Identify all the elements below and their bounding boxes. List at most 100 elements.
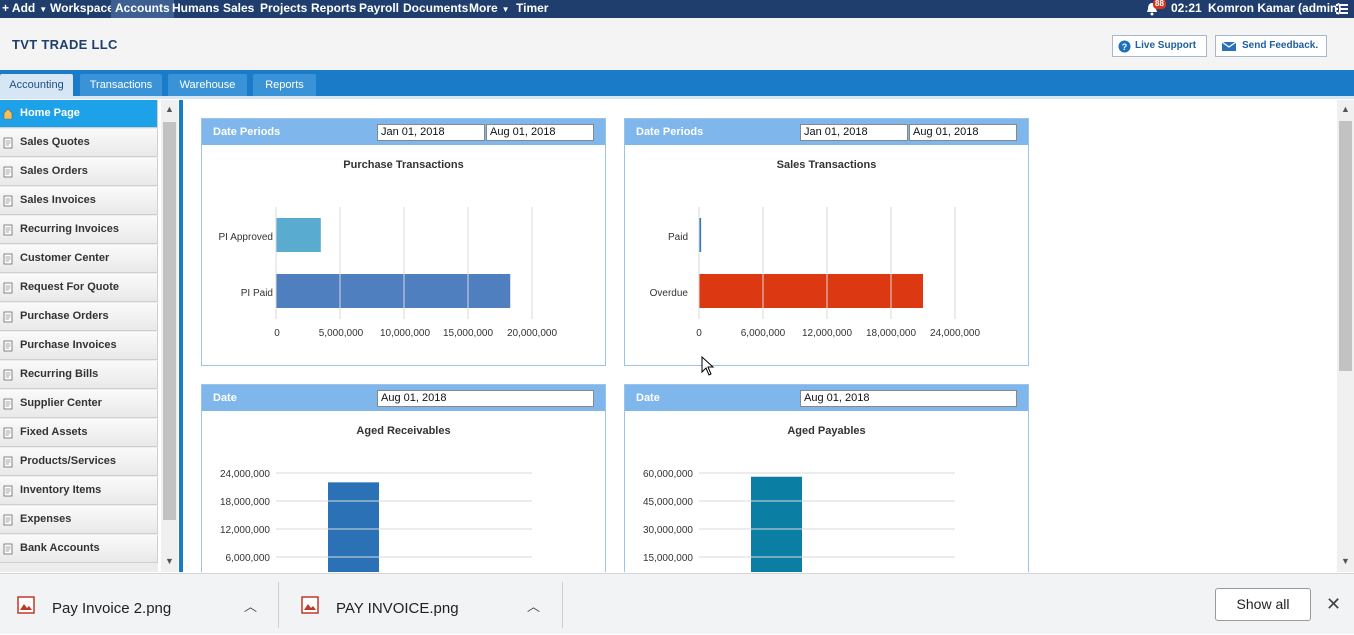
tick-label: 60,000,000 [643,469,693,480]
nav-more[interactable]: More ▼ [469,0,510,18]
document-icon [3,166,13,178]
chevron-up-icon[interactable]: ︿ [527,599,541,614]
tick-label: 5,000,000 [319,328,364,339]
sidebar-item-fixed-assets[interactable]: Fixed Assets [0,419,158,447]
aged-receivables-chart: 24,000,000 18,000,000 12,000,000 6,000,0… [220,469,532,572]
date-to-input[interactable]: Aug 01, 2018 [486,124,594,141]
nav-reports[interactable]: Reports [311,1,357,15]
bar[interactable] [276,218,321,252]
send-feedback-button[interactable]: Send Feedback. [1215,35,1327,57]
sidebar-item-inventory-items[interactable]: Inventory Items [0,477,158,505]
list-menu-icon[interactable] [1335,2,1349,16]
bar[interactable] [699,274,923,308]
tick-label: 18,000,000 [866,328,916,339]
bar[interactable] [328,482,379,572]
sidebar-item-request-for-quote[interactable]: Request For Quote [0,274,158,302]
sidebar-item-label: Bank Accounts [20,542,100,554]
date-input[interactable]: Aug 01, 2018 [800,390,1017,407]
sidebar-item-label: Recurring Bills [20,368,99,380]
date-periods-label: Date Periods [636,126,704,138]
tab-accounting[interactable]: Accounting [0,74,73,96]
sales-transactions-panel: Date Periods Jan 01, 2018 Aug 01, 2018 S… [624,118,1029,366]
date-label: Date [636,392,660,404]
sidebar-scroll-thumb[interactable] [163,122,176,520]
sidebar-item-home-page[interactable]: Home Page [0,100,158,128]
nav-humans[interactable]: Humans [172,1,220,15]
sales-transactions-chart: Paid Overdue 0 6,000,000 12,000,000 18,0… [650,207,980,339]
sidebar-item-label: Sales Invoices [20,194,96,206]
scroll-up-icon[interactable]: ▲ [1341,104,1350,114]
panel-header: Date Aug 01, 2018 [625,385,1028,411]
main-scroll-thumb[interactable] [1339,121,1352,371]
separator [278,582,279,628]
show-all-button[interactable]: Show all [1215,588,1311,621]
nav-payroll[interactable]: Payroll [359,1,400,15]
scroll-up-icon[interactable]: ▲ [165,104,174,114]
sidebar-item-purchase-invoices[interactable]: Purchase Invoices [0,332,158,360]
bar[interactable] [276,274,511,308]
nav-accounts[interactable]: Accounts [111,0,174,18]
download-filename: PAY INVOICE.png [336,600,459,617]
chart-title: Sales Transactions [776,159,877,171]
chart-title: Purchase Transactions [343,159,464,171]
category-label: Paid [668,232,688,243]
nav-workspace[interactable]: Workspace [50,1,114,15]
sidebar-item-sales-invoices[interactable]: Sales Invoices [0,187,158,215]
sidebar-item-expenses[interactable]: Expenses [0,506,158,534]
panel-header: Date Periods Jan 01, 2018 Aug 01, 2018 [202,119,605,145]
scroll-down-icon[interactable]: ▼ [165,556,174,566]
date-from-input[interactable]: Jan 01, 2018 [800,124,908,141]
tab-warehouse[interactable]: Warehouse [168,74,247,96]
sidebar-item-recurring-bills[interactable]: Recurring Bills [0,361,158,389]
tick-label: 6,000,000 [741,328,786,339]
tab-transactions[interactable]: Transactions [80,74,162,96]
help-icon: ? [1118,40,1131,53]
top-navigation-bar: + Add ▼ Workspace Accounts Humans Sales P… [0,0,1354,18]
document-icon [3,427,13,439]
add-label: Add [11,1,36,15]
nav-timer[interactable]: Timer [516,1,549,15]
close-icon[interactable]: ✕ [1326,594,1342,614]
document-icon [3,485,13,497]
live-support-button[interactable]: ? Live Support [1112,35,1207,57]
clock-time: 02:21 [1171,1,1202,15]
nav-sales[interactable]: Sales [223,1,255,15]
document-icon [3,340,13,352]
sidebar-item-sales-quotes[interactable]: Sales Quotes [0,129,158,157]
sidebar-item-bank-accounts[interactable]: Bank Accounts [0,535,158,563]
bar[interactable] [751,476,802,572]
tick-label: 20,000,000 [507,328,557,339]
bar[interactable] [699,218,702,252]
caret-down-icon: ▼ [39,5,48,14]
tab-reports[interactable]: Reports [253,74,316,96]
nav-projects[interactable]: Projects [260,1,308,15]
tick-label: 0 [274,328,280,339]
svg-text:?: ? [1122,42,1128,52]
document-icon [3,456,13,468]
document-icon [3,398,13,410]
user-name[interactable]: Komron Kamar (admin) [1208,1,1342,15]
sidebar-item-products-services[interactable]: Products/Services [0,448,158,476]
scroll-down-icon[interactable]: ▼ [1341,556,1350,566]
nav-documents[interactable]: Documents [403,1,469,15]
chevron-up-icon[interactable]: ︿ [244,599,258,614]
date-from-input[interactable]: Jan 01, 2018 [377,124,485,141]
pane-divider[interactable] [179,100,183,572]
tick-label: 18,000,000 [220,497,270,508]
sidebar-item-recurring-invoices[interactable]: Recurring Invoices [0,216,158,244]
date-input[interactable]: Aug 01, 2018 [377,390,594,407]
download-item[interactable]: PAY INVOICE.png ︿ [279,574,562,635]
sidebar-item-customer-center[interactable]: Customer Center [0,245,158,273]
sidebar-item-sales-orders[interactable]: Sales Orders [0,158,158,186]
date-to-input[interactable]: Aug 01, 2018 [909,124,1017,141]
download-item[interactable]: Pay Invoice 2.png ︿ [0,574,278,635]
sidebar-item-purchase-orders[interactable]: Purchase Orders [0,303,158,331]
add-menu[interactable]: + Add ▼ [2,1,48,15]
sidebar-item-label: Inventory Items [20,484,102,496]
sidebar-item-label: Expenses [20,513,72,525]
sidebar-item-label: Recurring Invoices [20,223,120,235]
sidebar-item-supplier-center[interactable]: Supplier Center [0,390,158,418]
company-name: TVT TRADE LLC [12,37,118,52]
sidebar-item-label: Purchase Orders [20,310,109,322]
aged-payables-panel: Date Aug 01, 2018 Aged Payables 60,000,0… [624,384,1029,572]
